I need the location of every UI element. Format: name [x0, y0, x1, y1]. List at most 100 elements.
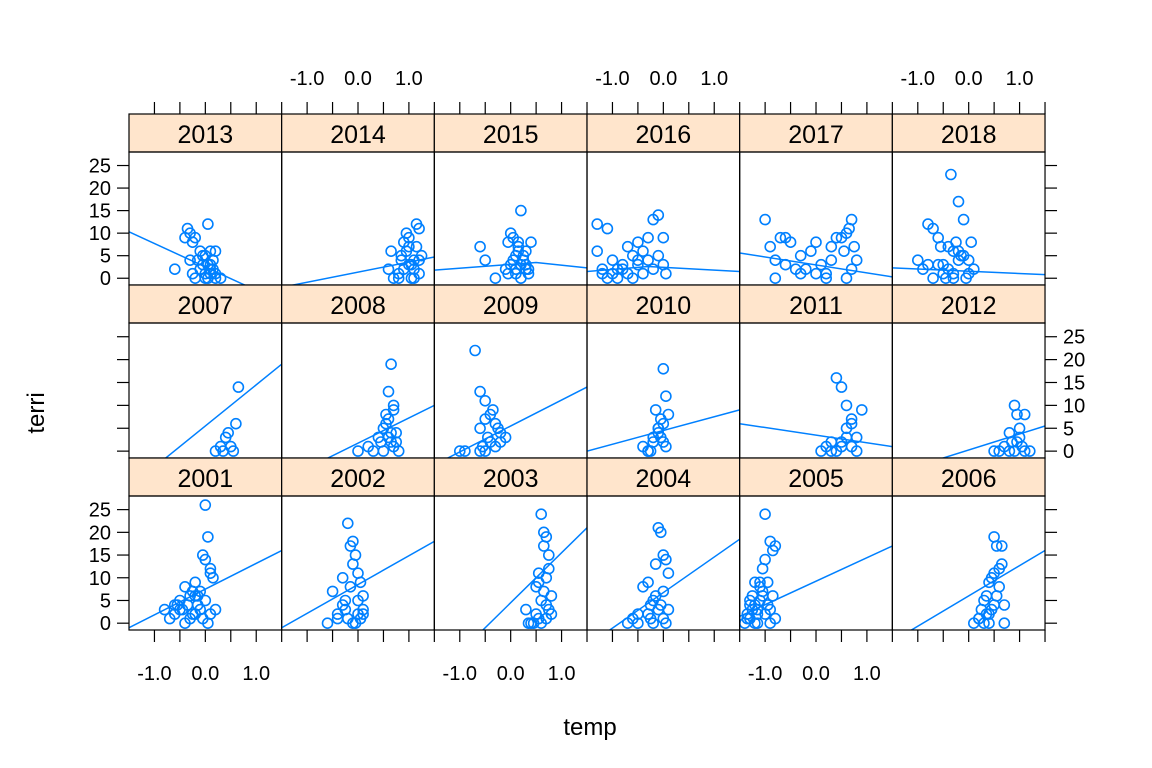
data-point: [408, 263, 420, 276]
data-point: [838, 245, 850, 257]
data-point: [652, 249, 665, 262]
panel-title: 2004: [636, 465, 692, 493]
data-point: [520, 263, 532, 276]
data-point: [339, 603, 352, 616]
fit-line: [739, 545, 893, 618]
data-point: [815, 258, 827, 271]
data-point: [660, 267, 672, 280]
panel-strip: [281, 457, 435, 497]
y-tick-label: 5: [1063, 418, 1074, 440]
data-point: [540, 571, 553, 584]
data-point: [380, 417, 392, 430]
data-point: [621, 240, 634, 253]
y-tick-label: 10: [89, 223, 111, 245]
fit-line: [326, 404, 435, 458]
y-tick-label: 20: [89, 522, 111, 544]
panel-title: 2008: [330, 292, 386, 320]
panel-strip: [128, 113, 283, 153]
data-point: [652, 209, 665, 221]
x-tick-label: 1.0: [395, 68, 423, 90]
data-point: [479, 394, 492, 407]
panel-2004: 2004: [586, 457, 741, 631]
data-point: [512, 240, 525, 253]
data-point: [843, 222, 855, 235]
data-point: [1013, 422, 1026, 435]
data-point: [476, 440, 489, 453]
data-point: [644, 445, 657, 457]
data-point: [774, 231, 787, 244]
data-point: [998, 617, 1011, 630]
panel-strip: [739, 284, 893, 324]
data-point: [474, 385, 486, 398]
panel-plot-area: [129, 218, 247, 285]
data-point: [769, 272, 782, 285]
data-point: [845, 263, 858, 276]
panel-title: 2012: [941, 292, 997, 320]
panel-border: [128, 322, 283, 459]
fit-line: [739, 422, 893, 448]
data-point: [390, 426, 403, 439]
x-tick-label: 1.0: [853, 663, 881, 685]
data-point: [657, 585, 670, 598]
data-point: [169, 263, 181, 276]
data-point: [392, 272, 405, 285]
x-tick-label: 0.0: [649, 68, 677, 90]
data-point: [413, 222, 425, 235]
data-point: [632, 254, 644, 267]
data-point: [626, 272, 639, 285]
panel-2007: 2007: [128, 284, 283, 459]
data-point: [382, 385, 395, 398]
data-point: [644, 612, 657, 625]
data-point: [830, 372, 843, 384]
data-point: [779, 258, 792, 271]
data-point: [606, 254, 619, 267]
data-point: [341, 517, 354, 530]
data-point: [990, 540, 1003, 552]
panel-plot-area: [739, 372, 893, 457]
panel-2016: 2016: [586, 113, 741, 286]
panel-plot-area: [481, 508, 588, 630]
data-point: [632, 236, 644, 248]
data-point: [591, 218, 604, 230]
y-tick-label: 15: [89, 545, 111, 567]
data-point: [535, 508, 548, 521]
panel-plot-area: [739, 213, 893, 285]
data-point: [990, 590, 1003, 602]
data-point: [199, 553, 212, 566]
data-point: [184, 254, 196, 267]
y-tick-label: 20: [89, 178, 111, 200]
panel-plot-area: [434, 204, 588, 285]
fit-line: [164, 363, 282, 458]
data-point: [850, 445, 863, 457]
data-point: [632, 258, 644, 271]
panel-plot-area: [289, 218, 435, 285]
data-point: [825, 240, 838, 253]
data-point: [660, 553, 672, 566]
y-tick-label: 25: [89, 156, 111, 178]
panel-title: 2005: [788, 465, 844, 493]
data-point: [766, 590, 779, 602]
data-point: [1011, 436, 1023, 448]
data-point: [769, 612, 782, 625]
data-point: [764, 240, 777, 253]
panel-plot-area: [446, 344, 588, 458]
data-point: [331, 612, 344, 625]
panel-plot-area: [608, 521, 740, 630]
data-point: [481, 431, 494, 444]
data-point: [509, 267, 522, 280]
data-point: [759, 213, 771, 226]
y-tick-label: 10: [89, 568, 111, 590]
data-point: [840, 399, 853, 412]
data-point: [537, 540, 550, 552]
data-point: [759, 553, 771, 566]
data-point: [998, 599, 1011, 611]
data-point: [845, 413, 858, 425]
panel-plot-area: [909, 531, 1046, 630]
data-point: [649, 404, 662, 416]
data-point: [922, 258, 934, 271]
data-point: [158, 603, 171, 616]
panels: 2013 2014 2015 2016 2017 2018 2007 2008 2009 2010…: [128, 113, 1046, 631]
panel-border: [891, 495, 1046, 631]
data-point: [759, 508, 771, 521]
panel-title: 2013: [178, 121, 234, 149]
